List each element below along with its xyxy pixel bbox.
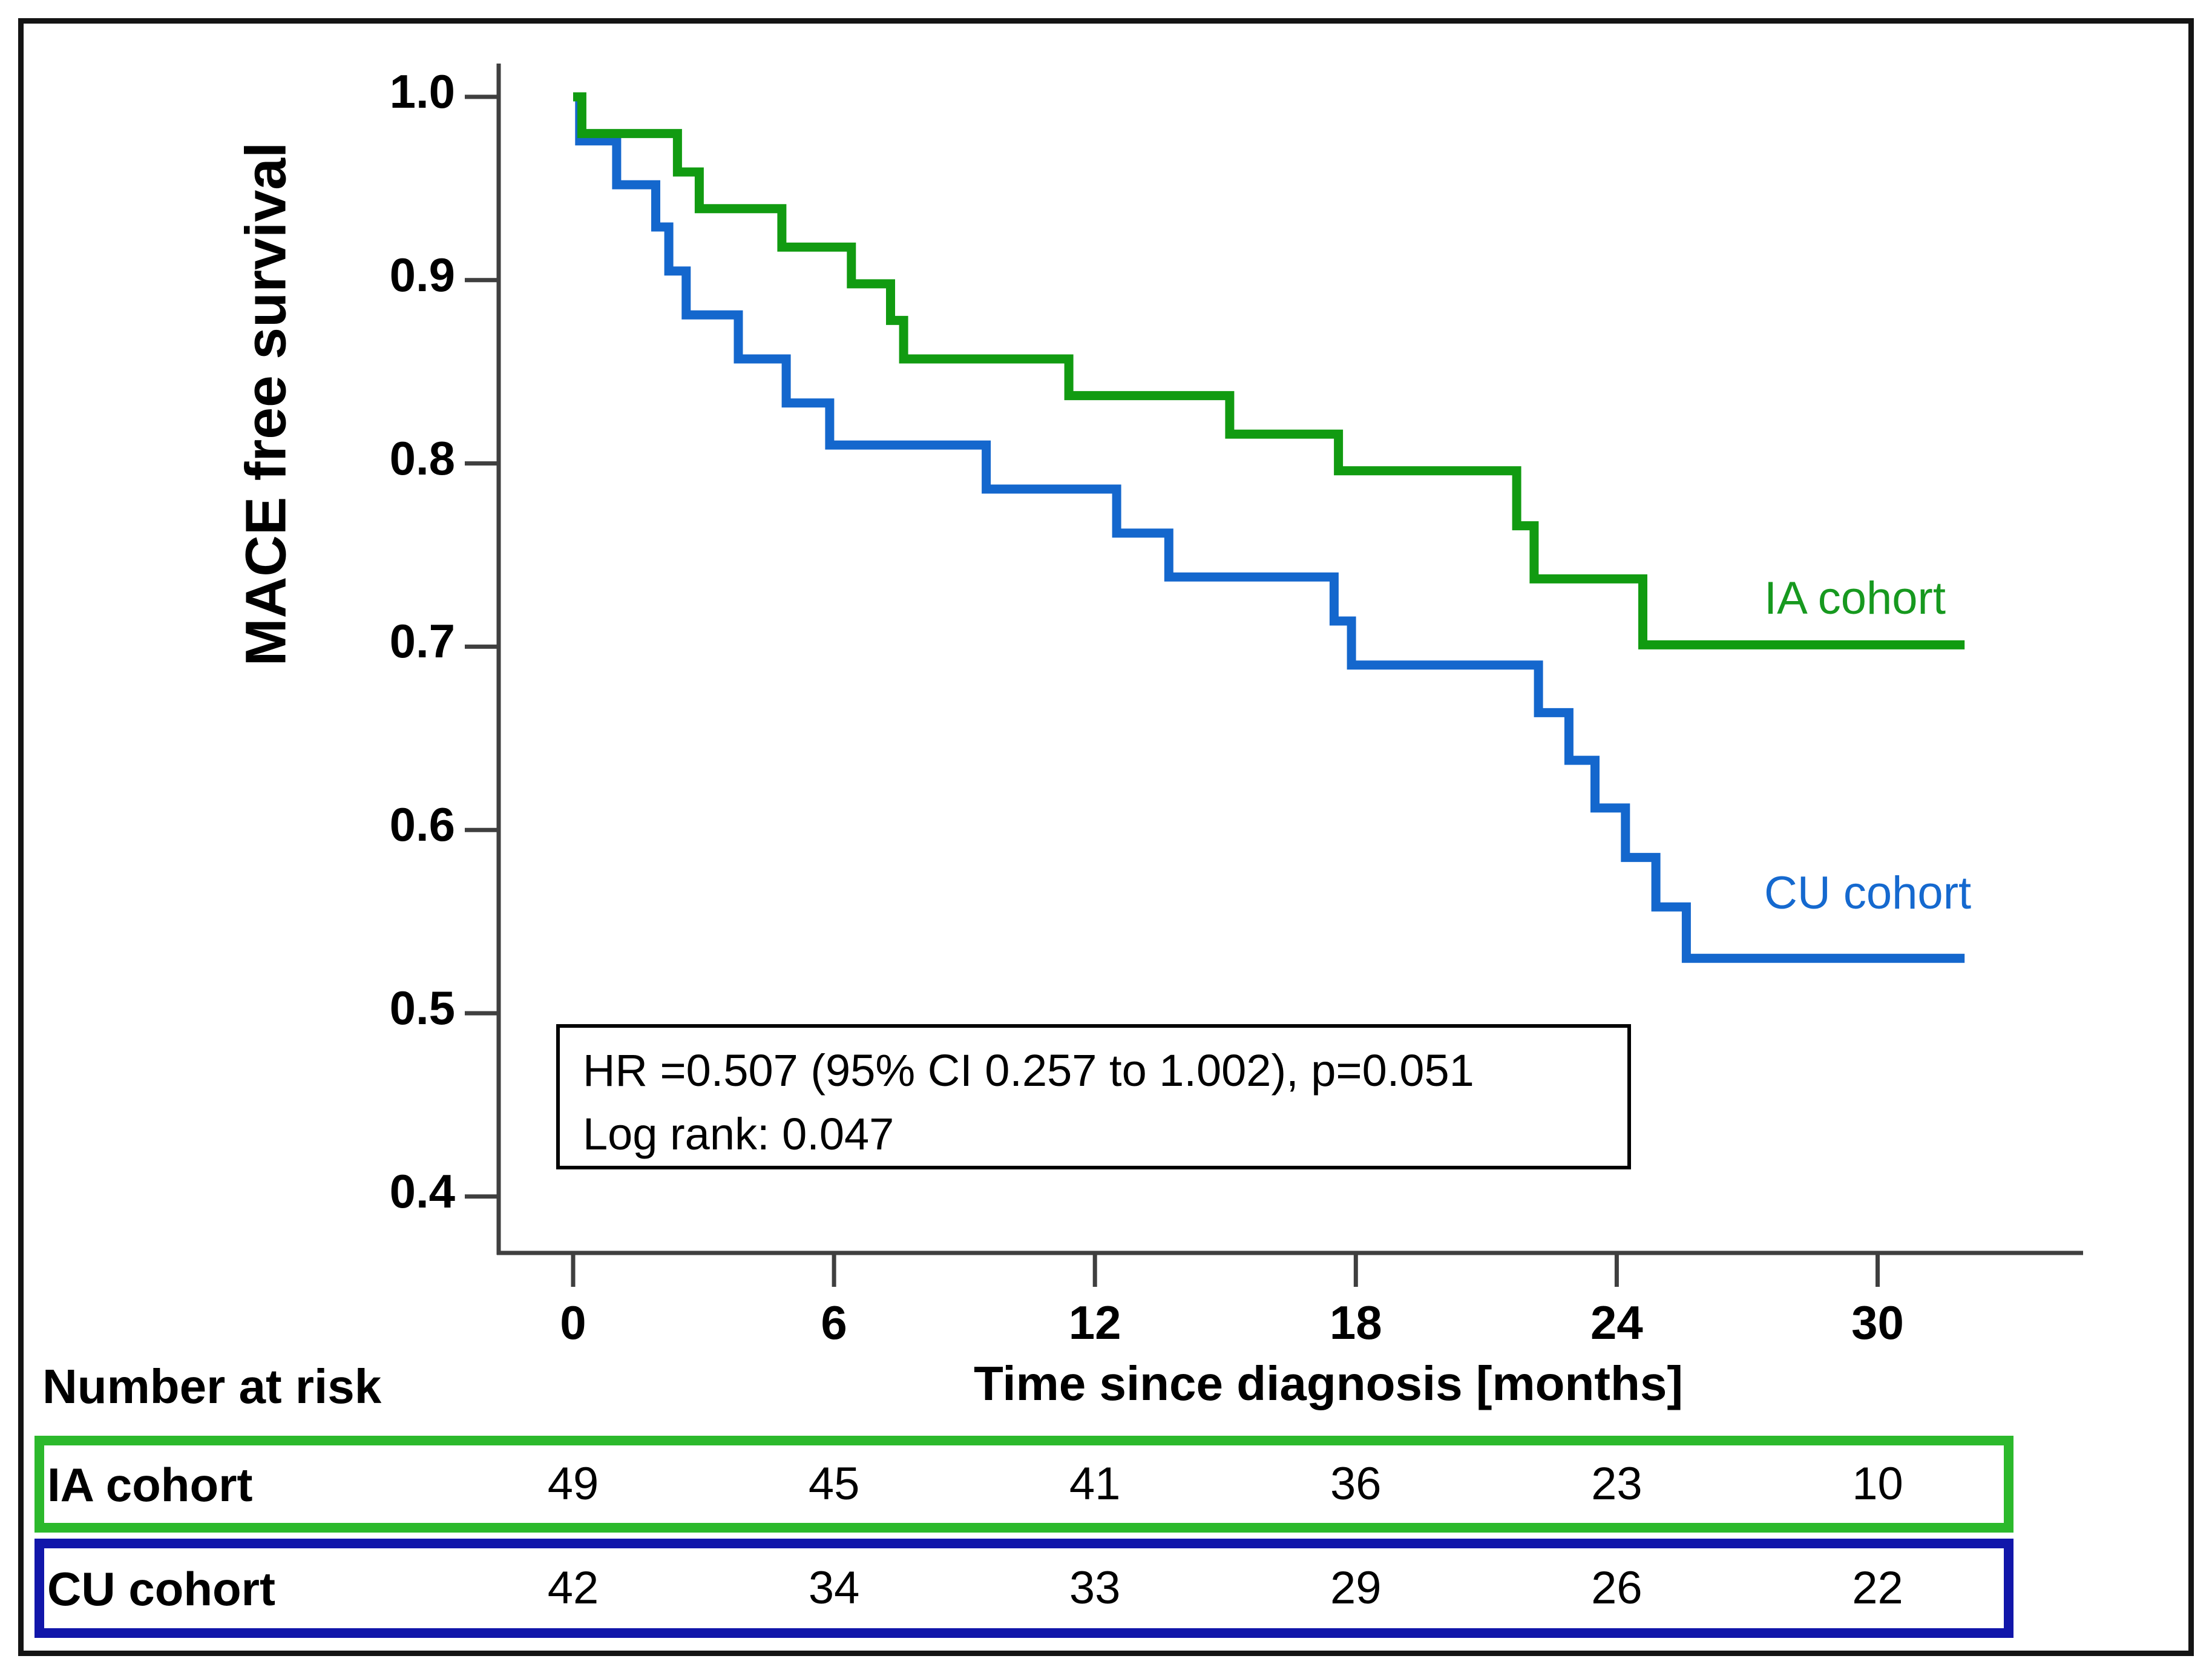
legend-label-ia-cohort: IA cohort	[1764, 573, 1946, 624]
risk-row-label-cu: CU cohort	[47, 1562, 275, 1615]
risk-value-cu-m0: 42	[547, 1562, 599, 1614]
x-tick-label-24: 24	[1590, 1296, 1643, 1349]
y-tick-label-0.7: 0.7	[389, 614, 455, 668]
risk-value-cu-m24: 26	[1591, 1562, 1643, 1614]
y-tick-label-0.6: 0.6	[389, 798, 455, 852]
legend-label-cu-cohort: CU cohort	[1764, 867, 1972, 919]
y-tick-label-1.0: 1.0	[389, 65, 455, 118]
y-axis-title-wrap: MACE free survival	[233, 142, 300, 872]
km-curve-ia	[573, 92, 1965, 649]
x-tick-label-0: 0	[560, 1296, 586, 1349]
risk-value-cu-m18: 29	[1330, 1562, 1382, 1614]
risk-value-ia-m30: 10	[1852, 1458, 1903, 1510]
x-tick-label-30: 30	[1851, 1296, 1904, 1349]
risk-value-ia-m24: 23	[1591, 1458, 1643, 1510]
y-axis-title: MACE free survival	[234, 142, 298, 666]
survival-curves	[573, 92, 1965, 963]
risk-value-cu-m30: 22	[1852, 1562, 1903, 1614]
x-tick-label-18: 18	[1329, 1296, 1382, 1349]
y-tick-label-0.9: 0.9	[389, 248, 455, 301]
log-rank-text: Log rank: 0.047	[583, 1109, 894, 1160]
figure-outer-border	[18, 18, 2194, 1656]
risk-value-ia-m12: 41	[1069, 1458, 1121, 1510]
km-curve-cu	[573, 92, 1965, 963]
y-tick-label-0.5: 0.5	[389, 981, 455, 1034]
risk-value-ia-m18: 36	[1330, 1458, 1382, 1510]
y-tick-label-0.4: 0.4	[389, 1164, 455, 1218]
hr-ci-text: HR =0.507 (95% CI 0.257 to 1.002), p=0.0…	[583, 1045, 1474, 1096]
x-tick-label-12: 12	[1068, 1296, 1121, 1349]
risk-row-box-cu	[34, 1539, 2013, 1638]
risk-value-ia-m6: 45	[808, 1458, 860, 1510]
stats-annotation-box: HR =0.507 (95% CI 0.257 to 1.002), p=0.0…	[556, 1024, 1631, 1169]
risk-value-cu-m6: 34	[808, 1562, 860, 1614]
x-axis-title: Time since diagnosis [months]	[973, 1356, 1684, 1410]
risk-row-box-ia	[34, 1436, 2013, 1533]
risk-value-cu-m12: 33	[1069, 1562, 1121, 1614]
axes	[465, 64, 2083, 1287]
x-tick-label-6: 6	[821, 1296, 847, 1349]
y-tick-label-0.8: 0.8	[389, 431, 455, 485]
risk-value-ia-m0: 49	[547, 1458, 599, 1510]
risk-table-title: Number at risk	[42, 1359, 382, 1413]
risk-row-label-ia: IA cohort	[47, 1458, 253, 1511]
